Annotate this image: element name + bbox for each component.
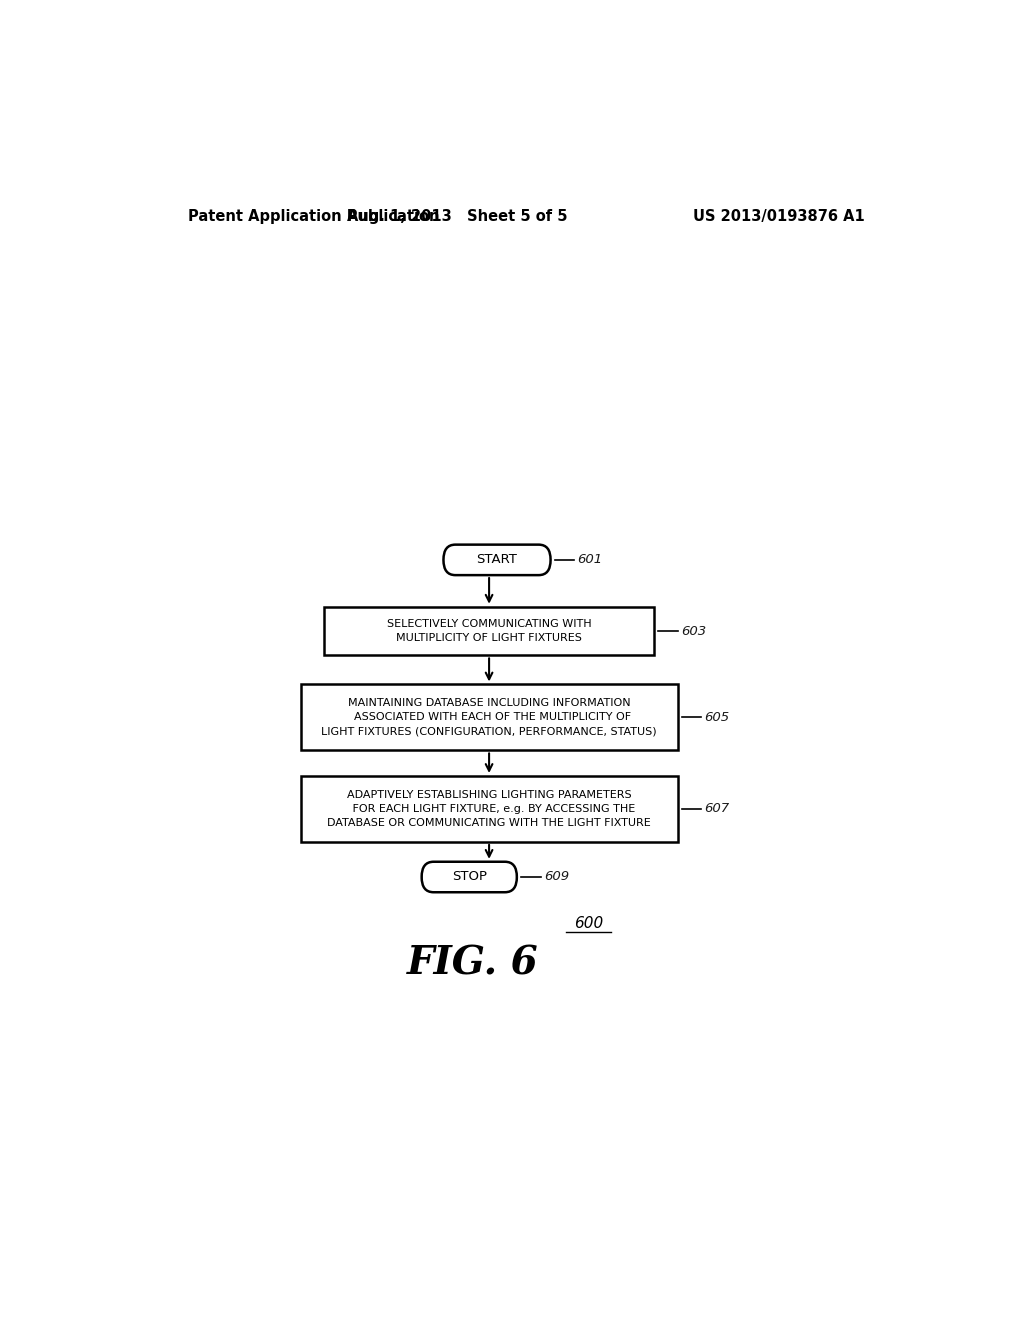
Text: 607: 607	[705, 803, 730, 816]
FancyBboxPatch shape	[422, 862, 517, 892]
FancyBboxPatch shape	[301, 684, 678, 751]
Text: Patent Application Publication: Patent Application Publication	[187, 209, 439, 224]
FancyBboxPatch shape	[443, 545, 551, 576]
Text: 601: 601	[578, 553, 603, 566]
Text: ADAPTIVELY ESTABLISHING LIGHTING PARAMETERS
   FOR EACH LIGHT FIXTURE, e.g. BY A: ADAPTIVELY ESTABLISHING LIGHTING PARAMET…	[328, 789, 651, 828]
FancyBboxPatch shape	[325, 607, 653, 656]
FancyBboxPatch shape	[301, 776, 678, 842]
Text: FIG. 6: FIG. 6	[408, 944, 539, 982]
Text: US 2013/0193876 A1: US 2013/0193876 A1	[693, 209, 864, 224]
Text: SELECTIVELY COMMUNICATING WITH
MULTIPLICITY OF LIGHT FIXTURES: SELECTIVELY COMMUNICATING WITH MULTIPLIC…	[387, 619, 592, 643]
Text: 603: 603	[681, 624, 706, 638]
Text: MAINTAINING DATABASE INCLUDING INFORMATION
  ASSOCIATED WITH EACH OF THE MULTIPL: MAINTAINING DATABASE INCLUDING INFORMATI…	[322, 698, 657, 737]
Text: 600: 600	[573, 916, 603, 931]
Text: Aug. 1, 2013   Sheet 5 of 5: Aug. 1, 2013 Sheet 5 of 5	[347, 209, 567, 224]
Text: 609: 609	[544, 870, 569, 883]
Text: STOP: STOP	[452, 870, 486, 883]
Text: 605: 605	[705, 711, 730, 723]
Text: START: START	[476, 553, 517, 566]
